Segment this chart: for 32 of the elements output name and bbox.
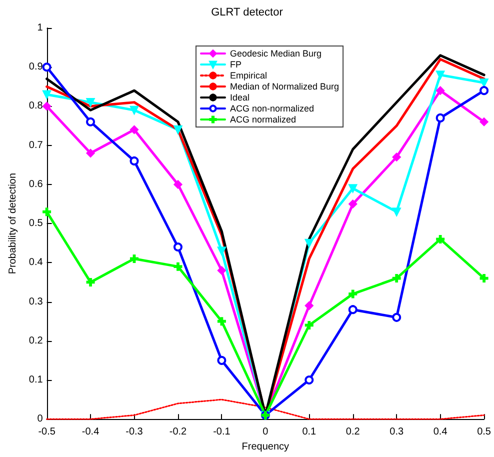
x-tick-label: -0.3: [126, 426, 144, 438]
legend-label: FP: [230, 60, 242, 70]
x-tick-label: -0.1: [213, 426, 231, 438]
x-tick-label: 0.5: [477, 426, 492, 438]
chart-title: GLRT detector: [211, 6, 284, 18]
y-tick-label: 0.5: [28, 218, 44, 230]
y-tick-label: 0.3: [28, 296, 44, 308]
legend-label: Geodesic Median Burg: [230, 48, 322, 58]
x-axis-title: Frequency: [242, 442, 290, 452]
y-tick-label: 0.2: [28, 335, 44, 346]
x-tick-label: -0.4: [82, 426, 100, 438]
y-tick-label: 0.6: [28, 178, 44, 190]
y-tick-label: 0.1: [28, 374, 44, 386]
x-tick-label: 0.1: [302, 426, 317, 438]
legend-label: ACG non-normalized: [230, 104, 314, 114]
x-tick-label: 0.2: [346, 426, 360, 438]
x-tick-label: 0: [262, 426, 269, 438]
y-tick-label: 0.7: [28, 140, 44, 151]
x-tick-label: 0.4: [433, 426, 448, 438]
y-tick-label: 0.8: [28, 100, 44, 112]
y-tick-label: 0.9: [28, 62, 44, 73]
y-tick-label: 0: [37, 414, 44, 425]
legend-label: Median of Normalized Burg: [230, 82, 340, 92]
y-tick-label: 1: [37, 22, 44, 34]
legend-label: ACG normalized: [230, 114, 296, 124]
y-tick-label: 0.4: [28, 257, 44, 268]
y-axis-title: Probability of detection: [8, 172, 18, 274]
x-tick-label: 0.3: [390, 426, 404, 438]
x-tick-label: -0.5: [38, 426, 56, 438]
legend-label: Empirical: [230, 70, 268, 80]
legend-label: Ideal: [230, 92, 250, 102]
x-tick-label: -0.2: [169, 426, 188, 438]
